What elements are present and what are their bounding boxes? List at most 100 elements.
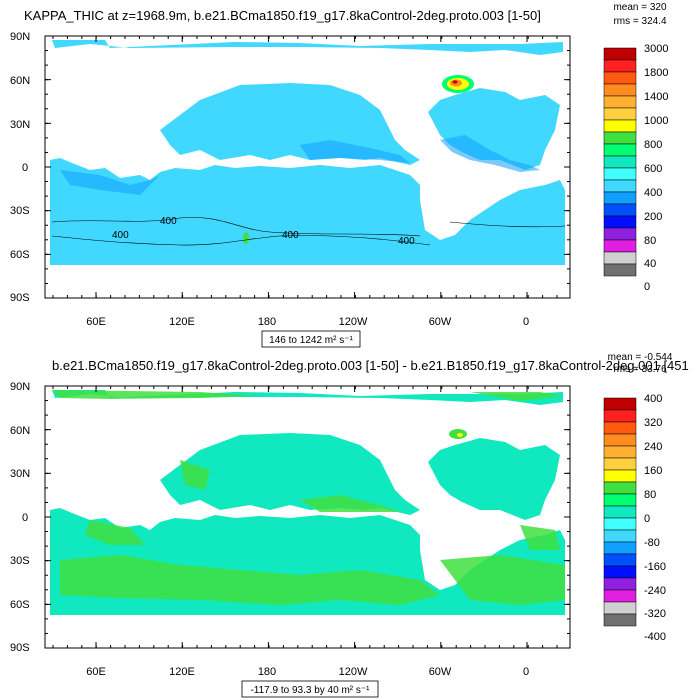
panel-top-contour-labels: 400 400 400 400	[112, 216, 415, 247]
colorbar-swatch	[603, 143, 637, 157]
colorbar-swatch	[603, 263, 637, 277]
colorbar-label: 1000	[644, 115, 668, 127]
colorbar-swatch	[603, 433, 637, 447]
colorbar-swatch	[603, 469, 637, 483]
colorbar-swatch	[603, 107, 637, 121]
colorbar-swatch	[603, 421, 637, 435]
y-tick-label: 90S	[10, 292, 30, 304]
colorbar-label: 80	[644, 235, 656, 247]
panel-top-ocean-field	[50, 40, 565, 265]
x-tick-label: 60E	[86, 316, 106, 328]
colorbar-swatch	[603, 191, 637, 205]
y-tick-label: 30S	[10, 205, 30, 217]
colorbar-swatch	[603, 553, 637, 567]
y-tick-label: 30N	[10, 119, 30, 131]
panel-bottom-x-ticks: 60E 120E 180 120W 60W 0	[86, 666, 529, 678]
panel-top-colorbar-labels: 3000 1800 1400 1000 800 600 400 200 80 4…	[644, 43, 668, 293]
y-tick-label: 60S	[10, 249, 30, 261]
panel-top-x-ticks: 60E 120E 180 120W 60W 0	[86, 316, 529, 328]
colorbar-swatch	[603, 95, 637, 109]
y-tick-label: 90N	[10, 381, 30, 393]
colorbar-label: -400	[644, 631, 666, 643]
colorbar-swatch	[603, 613, 637, 627]
colorbar-swatch	[603, 493, 637, 507]
colorbar-swatch	[603, 517, 637, 531]
panel-bottom-tick-marks	[45, 385, 570, 649]
colorbar-swatch	[603, 47, 637, 61]
y-tick-label: 30N	[10, 468, 30, 480]
x-tick-label: 120W	[339, 316, 368, 328]
colorbar-label: 1800	[644, 67, 668, 79]
colorbar-swatch	[603, 589, 637, 603]
colorbar-swatch	[603, 167, 637, 181]
panel-bottom-colorbar	[603, 397, 637, 627]
colorbar-label: 600	[644, 163, 662, 175]
y-tick-label: 30S	[10, 555, 30, 567]
colorbar-swatch	[603, 445, 637, 459]
x-tick-label: 0	[523, 316, 529, 328]
panel-top-y-ticks: 90N 60N 30N 0 30S 60S 90S	[10, 31, 30, 304]
y-tick-label: 0	[22, 162, 28, 174]
panel-bottom-rms: rms = 33.76	[613, 364, 667, 375]
y-tick-label: 90N	[10, 31, 30, 43]
colorbar-swatch	[603, 131, 637, 145]
colorbar-swatch	[603, 227, 637, 241]
colorbar-label: 80	[644, 489, 656, 501]
colorbar-swatch	[603, 83, 637, 97]
panel-top-green-patch	[243, 232, 249, 244]
colorbar-label: 400	[644, 187, 662, 199]
colorbar-swatch	[603, 71, 637, 85]
colorbar-label: 160	[644, 465, 662, 477]
colorbar-swatch	[603, 529, 637, 543]
colorbar-label: 800	[644, 139, 662, 151]
colorbar-swatch	[603, 119, 637, 133]
colorbar-label: -80	[644, 537, 660, 549]
panel-top-title: KAPPA_THIC at z=1968.9m, b.e21.BCma1850.…	[24, 8, 541, 23]
x-tick-label: 120W	[339, 666, 368, 678]
panel-bottom-range-label: -117.9 to 93.3 by 40 m² s⁻¹	[250, 685, 370, 696]
colorbar-swatch	[603, 251, 637, 265]
colorbar-label: -320	[644, 608, 666, 620]
colorbar-swatch	[603, 397, 637, 411]
colorbar-swatch	[603, 155, 637, 169]
colorbar-swatch	[603, 409, 637, 423]
x-tick-label: 60W	[429, 316, 452, 328]
panel-top-contours	[51, 217, 566, 246]
panel-bottom-north-atlantic-peak	[457, 433, 463, 437]
panel-top-hotspot	[442, 75, 474, 93]
panel-bottom-title: b.e21.BCma1850.f19_g17.8kaControl-2deg.p…	[52, 358, 689, 373]
colorbar-swatch	[603, 577, 637, 591]
colorbar-label: 240	[644, 441, 662, 453]
x-tick-label: 120E	[169, 666, 195, 678]
x-tick-label: 60E	[86, 666, 106, 678]
panel-bottom-colorbar-labels: 400 320 240 160 80 0 -80 -160 -240 -320 …	[644, 393, 666, 643]
contour-label: 400	[112, 230, 129, 241]
colorbar-swatch	[603, 565, 637, 579]
y-tick-label: 90S	[10, 642, 30, 654]
panel-top-range-box	[261, 330, 361, 348]
colorbar-label: -240	[644, 585, 666, 597]
panel-top-colorbar	[603, 47, 637, 277]
x-tick-label: 180	[258, 316, 276, 328]
x-tick-label: 0	[523, 666, 529, 678]
panel-bottom-range-box	[241, 680, 379, 698]
colorbar-label: 400	[644, 393, 662, 405]
panel-top-range-label: 146 to 1242 m² s⁻¹	[269, 335, 353, 346]
colorbar-label: 0	[644, 281, 650, 293]
panel-top: KAPPA_THIC at z=1968.9m, b.e21.BCma1850.…	[10, 2, 668, 348]
colorbar-swatch	[603, 505, 637, 519]
colorbar-label: -160	[644, 561, 666, 573]
colorbar-label: 3000	[644, 43, 668, 55]
panel-bottom-y-ticks: 90N 60N 30N 0 30S 60S 90S	[10, 381, 30, 654]
y-tick-label: 0	[22, 512, 28, 524]
panel-top-equatorial-band	[60, 135, 540, 195]
panel-bottom-mean: mean = -0.544	[608, 352, 673, 363]
colorbar-swatch	[603, 203, 637, 217]
colorbar-swatch	[603, 215, 637, 229]
panel-top-rms: rms = 324.4	[613, 16, 667, 27]
colorbar-label: 1400	[644, 91, 668, 103]
y-tick-label: 60S	[10, 599, 30, 611]
contour-label: 400	[160, 216, 177, 227]
panel-top-mean: mean = 320	[613, 2, 667, 13]
